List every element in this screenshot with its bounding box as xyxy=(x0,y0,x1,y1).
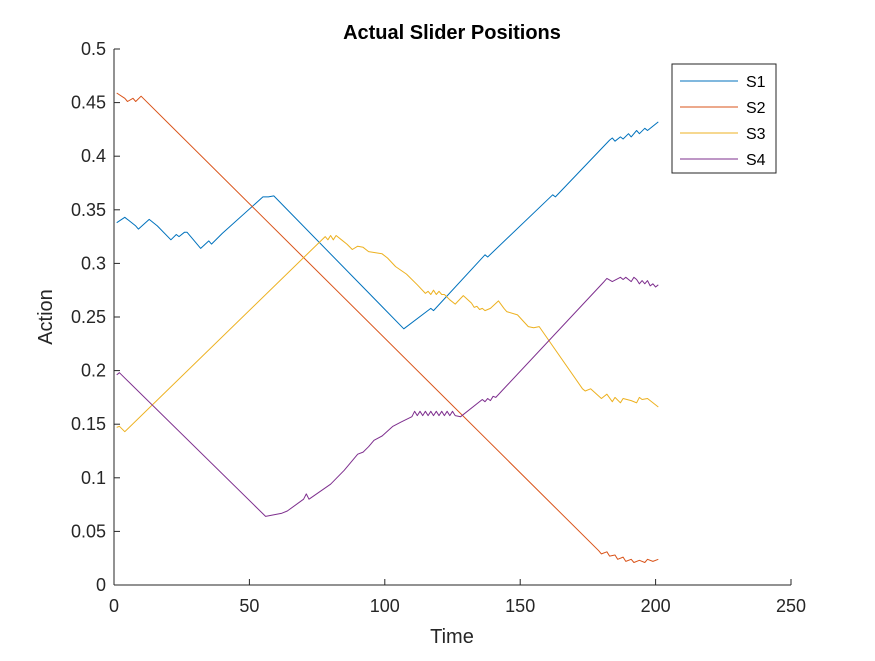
y-tick-label: 0 xyxy=(96,575,106,595)
chart-title: Actual Slider Positions xyxy=(343,22,561,44)
y-axis-label: Action xyxy=(35,289,57,345)
x-tick-label: 50 xyxy=(239,596,259,616)
x-axis-label: Time xyxy=(430,626,474,648)
y-tick-label: 0.25 xyxy=(71,307,106,327)
y-tick-label: 0.05 xyxy=(71,521,106,541)
series-line-s1 xyxy=(116,121,659,330)
legend-label-s4: S4 xyxy=(746,152,766,169)
x-tick-label: 250 xyxy=(776,596,806,616)
x-tick-label: 100 xyxy=(370,596,400,616)
y-tick-label: 0.15 xyxy=(71,414,106,434)
y-tick-label: 0.2 xyxy=(81,361,106,381)
y-tick-label: 0.3 xyxy=(81,253,106,273)
legend-label-s2: S2 xyxy=(746,100,766,117)
y-tick-label: 0.45 xyxy=(71,93,106,113)
series-layer xyxy=(116,92,659,563)
legend-label-s1: S1 xyxy=(746,74,766,91)
legend-label-s3: S3 xyxy=(746,126,766,143)
series-line-s2 xyxy=(116,92,659,563)
x-axis-ticks: 0 50 100 150 200 250 xyxy=(109,579,806,616)
y-tick-label: 0.1 xyxy=(81,468,106,488)
series-line-s4 xyxy=(116,276,659,517)
y-axis-ticks: 0 0.05 0.1 0.15 0.2 0.25 0.3 0.35 0.4 0.45 0.5 xyxy=(71,39,120,595)
x-tick-label: 150 xyxy=(505,596,535,616)
y-tick-label: 0.35 xyxy=(71,200,106,220)
legend-box xyxy=(671,63,777,174)
y-tick-label: 0.5 xyxy=(81,39,106,59)
x-tick-label: 0 xyxy=(109,596,119,616)
series-line-s3 xyxy=(116,235,659,433)
x-tick-label: 200 xyxy=(641,596,671,616)
legend: S1 S2 S3 S4 xyxy=(671,63,777,174)
y-tick-label: 0.4 xyxy=(81,146,106,166)
